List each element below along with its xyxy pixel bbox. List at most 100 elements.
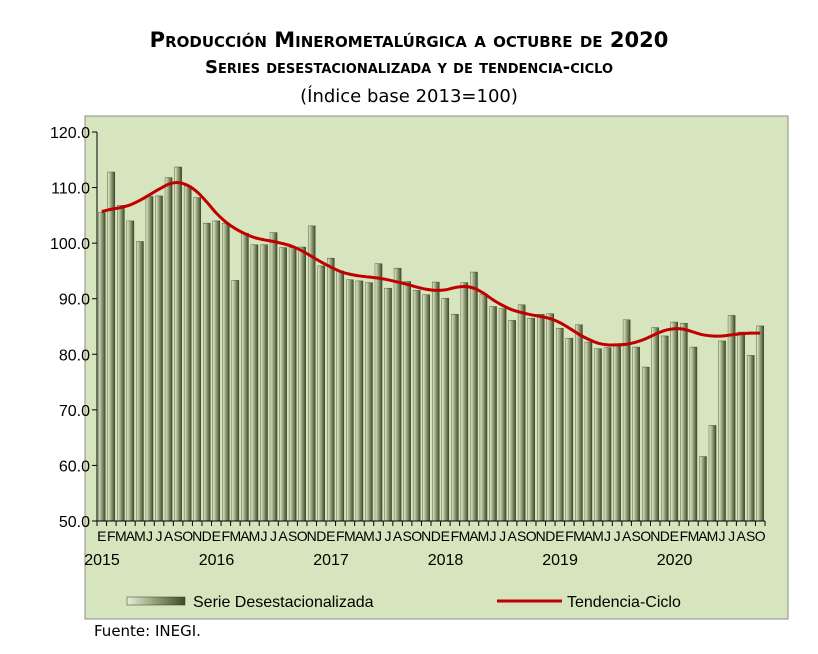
x-tick-label: N <box>192 528 202 544</box>
x-tick-label: A <box>736 528 746 544</box>
bar-2016-11 <box>307 225 316 522</box>
legend-label-trend: Tendencia-Ciclo <box>567 594 681 611</box>
bar-2015-02 <box>107 171 116 522</box>
chart-subtitle: Series desestacionalizada y de tendencia… <box>205 57 613 78</box>
x-tick-label: M <box>344 528 356 544</box>
y-tick-label: 60.0 <box>59 458 90 475</box>
bar-2017-09 <box>403 281 411 522</box>
bar-2016-04 <box>241 232 249 522</box>
bar-2019-08 <box>622 319 631 522</box>
x-tick-label: F <box>107 528 116 544</box>
x-tick-label: J <box>375 528 382 544</box>
bar-2018-10 <box>527 317 535 522</box>
chart-index-base: (Índice base 2013=100) <box>300 86 518 107</box>
bar-2020-07 <box>727 315 736 522</box>
bar-2016-09 <box>288 247 297 522</box>
bar-2017-01 <box>327 257 335 522</box>
year-label: 2015 <box>84 552 120 569</box>
x-tick-label: J <box>614 528 621 544</box>
x-tick-label: D <box>316 528 326 544</box>
bar-2018-12 <box>546 313 555 522</box>
bar-2015-01 <box>98 212 106 522</box>
bar-2016-08 <box>279 247 287 522</box>
x-tick-label: S <box>288 528 297 544</box>
bar-2020-09 <box>746 355 755 522</box>
bar-2017-11 <box>422 294 430 522</box>
bar-2016-07 <box>269 232 278 522</box>
bar-2017-12 <box>432 281 440 522</box>
bar-2020-02 <box>680 322 688 522</box>
x-tick-label: J <box>728 528 735 544</box>
legend-label-bars: Serie Desestacionalizada <box>193 594 374 611</box>
year-label: 2017 <box>313 552 349 569</box>
bar-2018-04 <box>470 271 478 522</box>
x-tick-label: O <box>297 528 308 544</box>
x-tick-label: J <box>156 528 163 544</box>
x-tick-label: D <box>431 528 441 544</box>
x-tick-label: E <box>555 528 564 544</box>
x-tick-label: S <box>517 528 526 544</box>
bar-2017-07 <box>384 287 392 522</box>
bar-2019-09 <box>632 346 640 522</box>
x-tick-label: M <box>249 528 261 544</box>
x-tick-label: A <box>393 528 403 544</box>
x-tick-label: A <box>355 528 365 544</box>
x-tick-label: F <box>565 528 574 544</box>
bar-2015-10 <box>183 185 192 522</box>
bar-2018-09 <box>517 304 526 522</box>
x-tick-label: M <box>592 528 604 544</box>
y-tick-label: 110.0 <box>51 181 90 198</box>
bar-2017-05 <box>365 282 373 522</box>
bar-2017-04 <box>355 280 364 522</box>
y-tick-label: 70.0 <box>59 403 90 420</box>
bar-2016-10 <box>298 246 306 522</box>
bar-2015-08 <box>164 177 173 522</box>
bar-2017-06 <box>374 263 383 522</box>
x-tick-label: M <box>688 528 700 544</box>
bar-2016-05 <box>250 244 259 522</box>
bar-2015-11 <box>193 197 201 522</box>
x-tick-label: E <box>212 528 221 544</box>
x-tick-label: M <box>230 528 242 544</box>
x-tick-label: S <box>631 528 640 544</box>
x-tick-label: E <box>326 528 335 544</box>
y-tick-label: 100.0 <box>50 236 90 253</box>
x-tick-label: E <box>97 528 106 544</box>
x-tick-label: O <box>755 528 766 544</box>
bar-2018-08 <box>508 320 516 522</box>
x-tick-label: F <box>451 528 460 544</box>
bar-2015-07 <box>155 195 163 522</box>
x-tick-label: J <box>490 528 497 544</box>
x-tick-label: J <box>146 528 153 544</box>
y-tick-label: 90.0 <box>59 292 90 309</box>
bar-2018-05 <box>479 294 488 522</box>
bar-2015-04 <box>126 220 135 522</box>
x-tick-label: M <box>115 528 127 544</box>
x-tick-label: A <box>126 528 136 544</box>
bar-2018-02 <box>451 314 459 522</box>
bar-2015-03 <box>117 205 125 522</box>
bar-2015-12 <box>203 222 211 522</box>
bar-2020-10 <box>756 325 764 522</box>
x-tick-label: N <box>536 528 546 544</box>
bar-2020-04 <box>699 456 707 522</box>
x-tick-label: M <box>478 528 490 544</box>
x-tick-label: J <box>261 528 268 544</box>
x-tick-label: D <box>202 528 212 544</box>
source-note: Fuente: INEGI. <box>94 622 201 640</box>
bar-2017-08 <box>393 267 402 522</box>
x-tick-label: E <box>670 528 679 544</box>
bar-2019-11 <box>651 327 659 522</box>
bar-2018-11 <box>537 314 545 522</box>
bar-2016-12 <box>317 265 325 522</box>
x-tick-label: A <box>584 528 594 544</box>
x-tick-label: O <box>411 528 422 544</box>
x-tick-label: S <box>746 528 755 544</box>
y-tick-label: 50.0 <box>59 514 90 531</box>
x-tick-label: D <box>545 528 555 544</box>
x-tick-label: M <box>134 528 146 544</box>
bar-2015-06 <box>145 196 154 522</box>
x-tick-label: A <box>164 528 174 544</box>
x-tick-label: S <box>402 528 411 544</box>
